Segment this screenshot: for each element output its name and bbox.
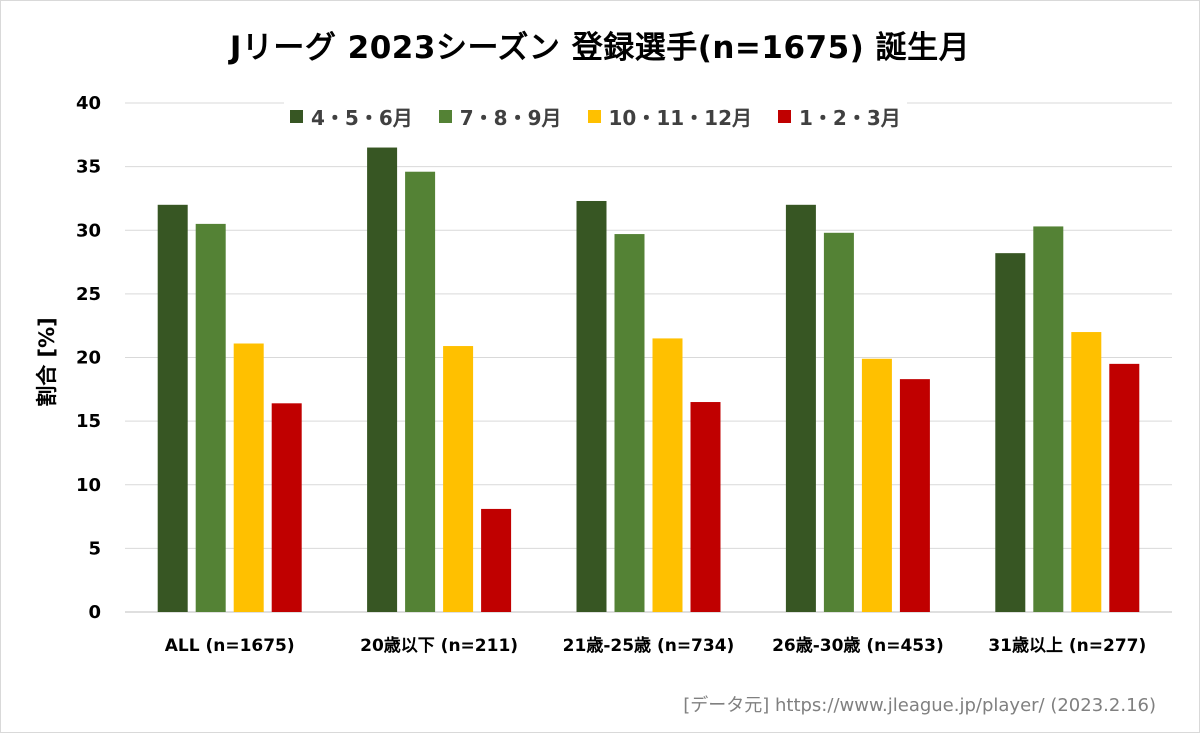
bar-3-0: [785, 204, 816, 613]
bar-2-2: [652, 338, 683, 612]
legend-swatch: [778, 110, 791, 123]
y-tick-label: 15: [76, 411, 101, 432]
legend-swatch: [438, 110, 452, 123]
bar-0-3: [271, 403, 302, 612]
y-tick-label: 35: [76, 157, 101, 178]
legend-item: 10・11・12月: [587, 102, 753, 131]
bar-2-1: [614, 234, 645, 612]
legend-swatch: [290, 110, 303, 123]
chart-title: Jリーグ 2023シーズン 登録選手(n=1675) 誕生月: [229, 30, 971, 66]
y-tick-label: 0: [88, 602, 101, 623]
x-category-label: 31歳以上 (n=277): [988, 635, 1146, 656]
bar-0-0: [157, 204, 188, 613]
bar-0-2: [233, 343, 264, 612]
y-tick-label: 40: [76, 93, 101, 114]
bar-4-0: [995, 253, 1026, 612]
bar-4-2: [1071, 332, 1102, 612]
x-category-label: ALL (n=1675): [165, 636, 295, 656]
legend-label: 10・11・12月: [608, 106, 753, 130]
y-tick-label: 10: [76, 475, 101, 496]
bar-2-3: [690, 402, 721, 612]
bar-1-0: [367, 147, 398, 612]
y-tick-label: 5: [88, 538, 101, 559]
y-tick-label: 30: [76, 220, 101, 241]
x-category-label: 21歳-25歳 (n=734): [563, 635, 735, 656]
bar-1-3: [481, 508, 512, 612]
bar-0-1: [195, 223, 226, 612]
bar-1-2: [443, 346, 474, 612]
x-category-label: 26歳-30歳 (n=453): [772, 635, 944, 656]
legend-label: 1・2・3月: [799, 106, 901, 130]
bar-2-0: [576, 200, 607, 613]
legend-label: 7・8・9月: [459, 106, 562, 130]
y-axis-label: 割合 [%]: [35, 317, 59, 407]
legend-item: 7・8・9月: [438, 102, 562, 131]
bar-3-3: [899, 379, 930, 612]
data-source-note: [データ元] https://www.jleague.jp/player/ (2…: [683, 695, 1156, 716]
chart-legend: 4・5・6月 7・8・9月 10・11・12月 1・2・3月: [284, 100, 907, 133]
x-category-label: 20歳以下 (n=211): [360, 635, 518, 656]
legend-swatch: [587, 110, 601, 123]
bar-1-1: [405, 171, 436, 612]
legend-item: 4・5・6月: [290, 102, 413, 131]
bar-3-2: [861, 358, 892, 612]
legend-label: 4・5・6月: [311, 106, 413, 130]
bar-4-3: [1109, 363, 1140, 612]
y-tick-label: 25: [76, 284, 101, 305]
y-tick-label: 20: [76, 348, 101, 369]
legend-item: 1・2・3月: [778, 102, 901, 131]
bar-4-1: [1033, 226, 1064, 612]
bar-3-1: [823, 232, 854, 613]
